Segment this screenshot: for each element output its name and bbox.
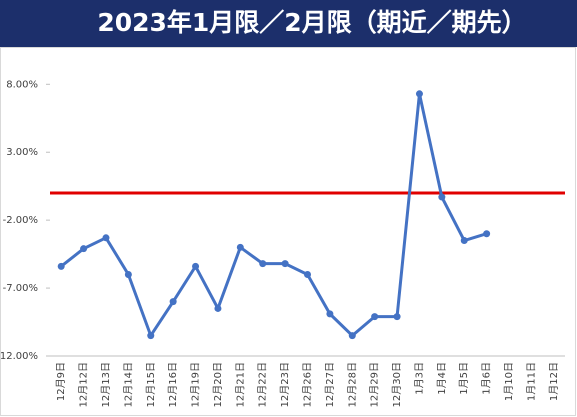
data-point	[147, 332, 155, 340]
data-point	[483, 230, 491, 238]
x-tick-label: 1月3日	[413, 362, 425, 395]
x-tick-label: 12月27日	[324, 362, 336, 407]
y-tick-label: 8.00%	[6, 79, 38, 90]
data-point	[304, 270, 311, 278]
x-tick-label: 12月19日	[190, 362, 202, 407]
x-tick-label: 12月15日	[145, 362, 157, 407]
x-tick-label: 12月29日	[369, 362, 381, 407]
y-tick-label: -7.00%	[3, 283, 38, 294]
y-tick-label: -12.00%	[0, 351, 38, 362]
x-tick-label: 12月30日	[391, 362, 403, 407]
chart-frame	[0, 47, 576, 416]
x-tick-label: 12月22日	[257, 362, 269, 407]
data-point	[236, 243, 244, 251]
x-tick-label: 12月12日	[78, 362, 90, 407]
x-tick-label: 12月21日	[234, 362, 246, 407]
x-tick-label: 12月9日	[55, 362, 67, 401]
data-point	[214, 304, 222, 312]
chart-title: 2023年1月限／2月限（期近／期先）	[97, 8, 526, 37]
x-tick-label: 1月11日	[525, 362, 537, 401]
data-point	[259, 260, 267, 268]
data-point	[371, 313, 379, 321]
title-banner	[0, 0, 577, 47]
x-tick-label: 12月20日	[212, 362, 224, 407]
x-tick-label: 1月10日	[503, 362, 515, 401]
y-tick-label: -2.00%	[3, 215, 38, 226]
x-tick-label: 1月6日	[481, 362, 493, 395]
data-point	[57, 262, 65, 270]
data-point	[438, 193, 446, 201]
data-point	[326, 310, 334, 318]
data-point	[102, 234, 110, 242]
x-tick-label: 12月28日	[346, 362, 358, 407]
data-point	[348, 332, 356, 340]
x-tick-label: 1月4日	[436, 362, 448, 395]
data-point	[393, 313, 401, 321]
x-tick-label: 12月14日	[122, 362, 134, 407]
data-point	[80, 245, 88, 253]
data-point	[192, 262, 200, 270]
data-point	[415, 90, 423, 98]
data-point	[169, 298, 177, 306]
series-line	[60, 93, 488, 339]
data-point	[460, 237, 468, 245]
data-point	[281, 260, 289, 268]
x-tick-label: 12月23日	[279, 362, 291, 407]
data-point	[124, 270, 132, 278]
x-tick-label: 12月13日	[100, 362, 112, 407]
x-tick-label: 1月12日	[548, 362, 560, 401]
x-tick-label: 12月26日	[302, 362, 314, 407]
x-tick-label: 12月16日	[167, 362, 179, 407]
y-tick-label: 3.00%	[6, 147, 38, 158]
x-tick-label: 1月5日	[458, 362, 470, 395]
